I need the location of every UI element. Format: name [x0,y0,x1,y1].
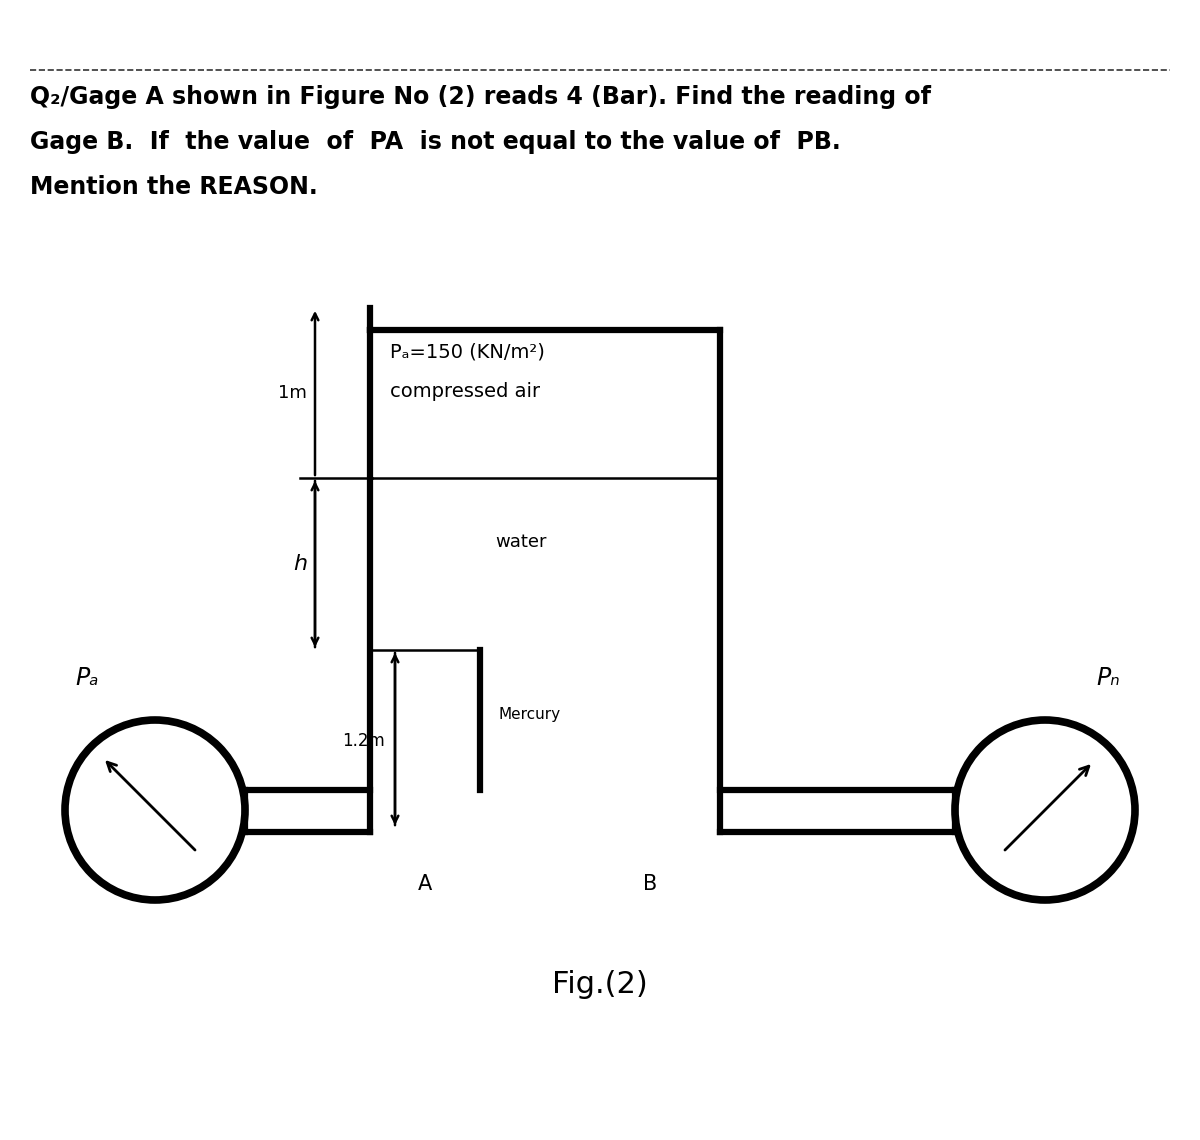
Text: Q₂/Gage A shown in Figure No (2) reads 4 (Bar). Find the reading of: Q₂/Gage A shown in Figure No (2) reads 4… [30,86,931,109]
Text: water: water [496,534,546,551]
Text: h: h [293,554,307,575]
Text: Mention the REASON.: Mention the REASON. [30,176,318,200]
Text: Mercury: Mercury [498,708,560,723]
Text: Gage B.  If  the value  of  PA  is not equal to the value of  PB.: Gage B. If the value of PA is not equal … [30,130,841,154]
Text: Fig.(2): Fig.(2) [552,970,648,999]
Text: compressed air: compressed air [390,382,540,401]
Text: Pₙ: Pₙ [1097,666,1120,690]
Text: Pₐ: Pₐ [74,666,98,690]
Text: 1.2m: 1.2m [342,732,385,750]
Text: B: B [643,874,658,894]
Text: 1m: 1m [278,384,307,402]
Text: A: A [418,874,432,894]
Text: Pₐ=150 (KN/m²): Pₐ=150 (KN/m²) [390,342,545,361]
